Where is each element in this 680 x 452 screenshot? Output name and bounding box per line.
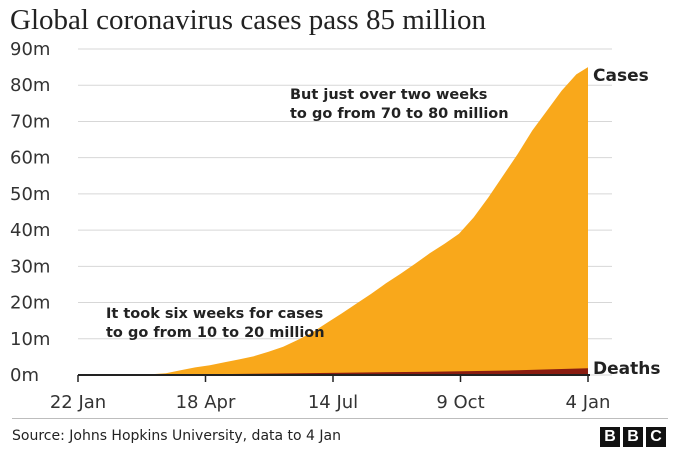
chart-labels: Cases Deaths But just over two weeks to go …	[106, 66, 660, 379]
x-tick-label: 18 Apr	[176, 392, 236, 413]
y-tick-label: 90m	[10, 39, 50, 60]
logo-letter: B	[623, 427, 643, 447]
deaths-area	[78, 368, 588, 375]
y-tick-label: 40m	[10, 220, 50, 241]
cases-area	[78, 67, 588, 375]
x-tick-label: 22 Jan	[50, 392, 106, 413]
x-tick-label: 14 Jul	[308, 392, 358, 413]
annotation-line: to go from 10 to 20 million	[106, 325, 325, 341]
y-tick-label: 50m	[10, 184, 50, 205]
x-axis: 22 Jan 18 Apr 14 Jul 9 Oct 4 Jan	[50, 374, 611, 413]
x-tick-label: 4 Jan	[566, 392, 611, 413]
annotation-line: to go from 70 to 80 million	[290, 106, 509, 122]
source-note: Source: Johns Hopkins University, data t…	[12, 428, 341, 444]
footer-divider	[12, 418, 668, 419]
chart-title: Global coronavirus cases pass 85 million	[10, 4, 486, 36]
logo-letter: C	[646, 427, 666, 447]
annotation: It took six weeks for cases to go from 10…	[106, 306, 325, 341]
y-tick-label: 10m	[10, 329, 50, 350]
y-tick-label: 60m	[10, 148, 50, 169]
cases-series-label: Cases	[593, 66, 649, 86]
y-tick-label: 80m	[10, 75, 50, 96]
deaths-series-label: Deaths	[593, 359, 660, 379]
y-tick-label: 0m	[10, 365, 39, 386]
annotation-line: But just over two weeks	[290, 87, 487, 103]
logo-letter: B	[600, 427, 620, 447]
chart-areas	[78, 67, 588, 375]
y-tick-label: 30m	[10, 256, 50, 277]
x-tick-label: 9 Oct	[436, 392, 484, 413]
annotation-line: It took six weeks for cases	[106, 306, 323, 322]
bbc-logo: B B C	[600, 427, 666, 447]
y-tick-label: 20m	[10, 293, 50, 314]
y-tick-label: 70m	[10, 111, 50, 132]
annotation: But just over two weeks to go from 70 to …	[290, 87, 509, 122]
y-axis: 0m 10m 20m 30m 40m 50m 60m 70m 80m 90m	[10, 39, 50, 386]
